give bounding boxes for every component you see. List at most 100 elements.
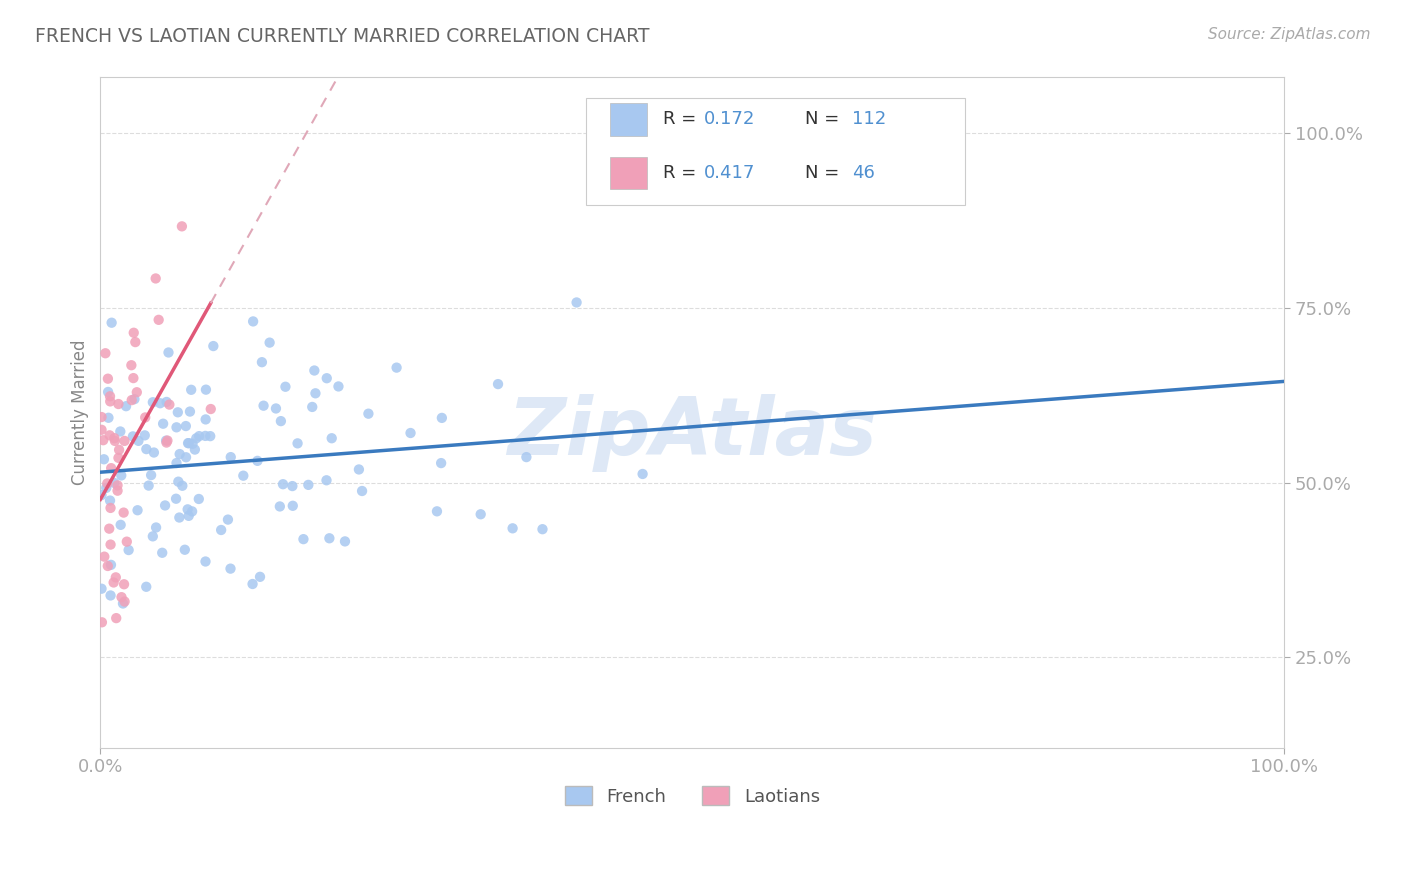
Point [104,434,127,448]
Point [184,442,207,457]
Point [111,597,134,611]
Point [127,434,149,448]
Point [145,271,167,285]
Point [121,393,143,408]
Point [209,523,232,537]
Text: 0.172: 0.172 [704,111,755,128]
Point [105,611,128,625]
Point [304,363,326,377]
Point [125,385,148,400]
Point [219,450,242,464]
Point [90,488,112,502]
Point [399,425,422,440]
Point [108,442,131,457]
Point [110,517,132,532]
Point [152,417,174,431]
Point [139,468,162,483]
Point [352,483,374,498]
Point [150,546,173,560]
Point [252,399,274,413]
Point [103,431,125,445]
Point [134,410,156,425]
Point [107,478,129,492]
Point [155,434,177,448]
Point [142,395,165,409]
Point [93,452,115,467]
Point [301,400,323,414]
Point [269,500,291,514]
Point [107,483,129,498]
Point [127,503,149,517]
Point [135,442,157,456]
Point [124,335,146,350]
Point [188,429,211,443]
Point [90,423,112,437]
Point [259,335,281,350]
Point [107,450,129,465]
Text: N =: N = [804,164,845,182]
Point [100,461,122,475]
Point [281,479,304,493]
Point [181,437,204,451]
Point [200,429,222,443]
Point [114,434,136,448]
Point [385,360,408,375]
Point [287,436,309,450]
Point [297,478,319,492]
Point [486,377,509,392]
Point [531,522,554,536]
Point [97,559,120,574]
Point [138,478,160,492]
Point [103,475,125,490]
Point [90,615,112,630]
FancyBboxPatch shape [610,157,647,189]
Point [174,419,197,434]
Point [176,502,198,516]
Point [181,504,204,518]
Point [250,355,273,369]
Point [124,392,146,406]
Point [177,436,200,450]
Point [100,500,122,515]
Text: Source: ZipAtlas.com: Source: ZipAtlas.com [1208,27,1371,42]
Point [194,554,217,568]
Text: 46: 46 [852,164,875,182]
Point [97,410,120,425]
Point [90,410,112,425]
Point [135,580,157,594]
Point [318,531,340,545]
Point [155,435,177,450]
Point [249,570,271,584]
Point [148,313,170,327]
Text: N =: N = [804,111,845,128]
Point [142,529,165,543]
Text: 112: 112 [852,111,887,128]
Point [96,476,118,491]
Text: R =: R = [662,111,702,128]
Point [107,397,129,411]
Point [631,467,654,481]
Point [177,508,200,523]
Point [122,429,145,443]
Point [347,462,370,476]
Y-axis label: Currently Married: Currently Married [72,340,89,485]
FancyBboxPatch shape [610,103,647,136]
Point [115,534,138,549]
Point [169,447,191,461]
Point [304,386,326,401]
Point [145,520,167,534]
Point [134,428,156,442]
Point [167,475,190,489]
Point [217,513,239,527]
Point [157,398,180,412]
Point [270,414,292,428]
FancyBboxPatch shape [586,97,965,205]
Point [357,407,380,421]
Point [180,383,202,397]
Point [173,542,195,557]
Text: R =: R = [662,164,702,182]
Legend: French, Laotians: French, Laotians [558,779,827,813]
Point [169,510,191,524]
Point [149,396,172,410]
Point [315,473,337,487]
